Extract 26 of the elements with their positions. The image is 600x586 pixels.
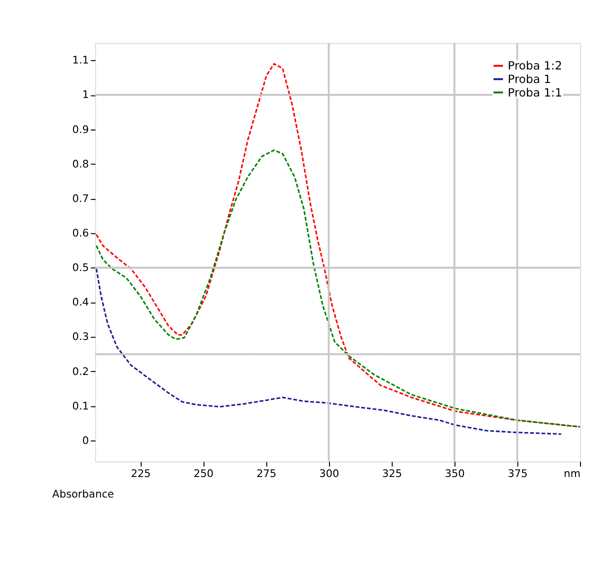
- line-series: [96, 149, 581, 428]
- y-tick-label: 0.5: [72, 262, 89, 274]
- y-tick-label: 1: [82, 89, 89, 102]
- x-tick-label: 375: [508, 468, 528, 480]
- line-series: [96, 268, 562, 435]
- x-tick-label: 300: [319, 468, 340, 480]
- y-tick-label: 0.3: [72, 331, 89, 344]
- y-tick-label: 0.1: [72, 400, 89, 412]
- x-tick-label: 350: [444, 468, 465, 480]
- y-tick-label: 0.6: [72, 228, 89, 240]
- y-tick-label: 0.8: [72, 158, 89, 170]
- y-tick-label: 0.7: [72, 192, 89, 205]
- y-tick-label: 0.9: [72, 124, 89, 136]
- x-tick-label: 225: [130, 468, 151, 480]
- y-tick-label: 1.1: [72, 54, 89, 67]
- text: Absorbance: [52, 488, 114, 501]
- x-tick-label: 250: [194, 468, 214, 480]
- x-tick-label: nm: [564, 468, 581, 480]
- x-tick-label: 325: [382, 468, 402, 480]
- x-tick-label: 275: [256, 468, 276, 480]
- legend-label: Proba 1: [508, 72, 551, 86]
- legend-label: Proba 1:2: [508, 58, 562, 73]
- y-tick-label: 0: [82, 434, 89, 447]
- y-tick-label: 0.4: [72, 296, 90, 309]
- y-tick-label: 0.2: [72, 366, 89, 378]
- legend-label: Proba 1:1: [508, 85, 562, 100]
